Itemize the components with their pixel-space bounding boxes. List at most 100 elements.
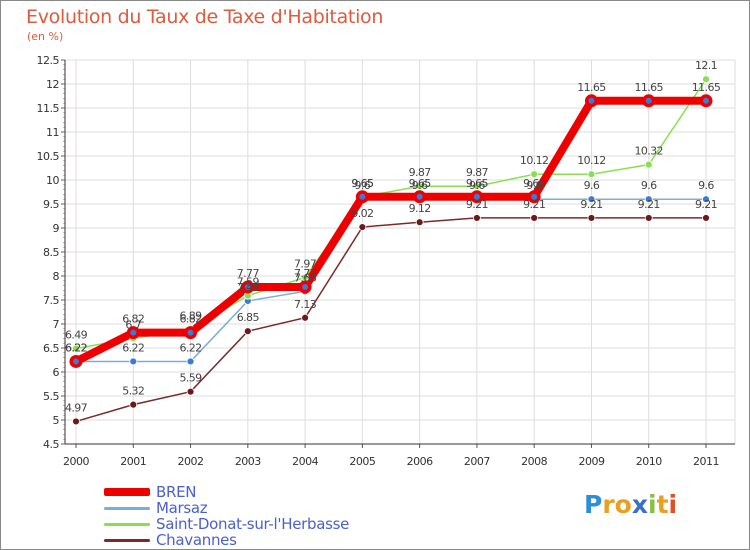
logo-letter: x [631,490,648,519]
data-label: 9.21 [695,198,717,211]
data-label: 6.85 [237,311,260,324]
data-point [644,160,653,169]
data-label: 6.22 [65,341,87,354]
data-point [473,214,481,222]
data-point [186,357,195,366]
legend-item-saint-donat: Saint-Donat-sur-l'Herbasse [104,516,349,532]
legend-item-chavannes: Chavannes [104,532,349,548]
y-tick-label: 7.5 [43,294,59,307]
x-tick-label: 2001 [120,455,146,468]
x-tick-label: 2003 [235,455,261,468]
y-tick-label: 6 [53,366,60,379]
legend-label: Saint-Donat-sur-l'Herbasse [156,515,350,533]
data-point-core [645,97,652,104]
data-label: 10.12 [577,154,606,167]
y-tick-label: 12 [46,78,59,91]
data-point [415,182,424,191]
legend-swatch-marsaz [104,506,150,510]
unit-label: (en %) [27,30,64,43]
data-point [644,214,653,222]
data-point-core [302,284,309,291]
x-tick-label: 2007 [464,455,490,468]
data-point [301,313,309,322]
data-label: 9.6 [412,179,428,192]
data-label: 5.32 [122,385,144,398]
data-label: 11.65 [692,81,721,94]
data-point [72,344,80,353]
data-label: 6.22 [179,341,201,354]
data-point-core [703,97,709,104]
data-label: 9.65 [466,177,489,190]
logo-letter: i [648,490,657,519]
data-point-core [531,193,538,200]
data-point [358,223,367,231]
data-label: 4.97 [65,401,88,414]
series-line-marsaz [76,198,706,363]
y-tick-label: 4.5 [43,438,59,451]
legend-swatch-chavannes [104,538,150,542]
data-point [473,182,481,191]
logo-letter: o [614,490,632,519]
data-point-core [73,358,79,365]
x-tick-label: 2004 [292,455,318,468]
data-point [186,387,195,396]
data-label: 7.59 [237,276,260,289]
y-tick-label: 10.5 [37,150,60,163]
x-tick-label: 2011 [693,455,719,468]
data-label: 6.82 [122,313,144,326]
data-point [587,170,596,179]
x-tick-label: 2005 [349,455,375,468]
y-tick-label: 8.5 [43,246,59,259]
y-tick-label: 5.5 [43,390,59,403]
data-point-core [187,329,194,336]
x-tick-label: 2000 [63,455,89,468]
y-tick-label: 11 [46,126,59,139]
series-line-chavannes [75,217,706,423]
data-label: 9.21 [466,198,488,211]
x-tick-label: 2010 [636,455,662,468]
data-label: 5.59 [179,372,202,385]
logo-letter: P [584,490,603,519]
logo-letter: t [656,490,669,519]
data-label: 9.6 [698,179,714,192]
x-tick-label: 2008 [521,455,547,468]
data-label: 12.1 [695,59,717,72]
data-point-core [416,193,423,200]
data-point [587,195,596,204]
data-label: 6.22 [122,341,144,354]
data-point [587,214,596,222]
data-point [530,214,539,222]
data-label: 9.6 [355,179,371,192]
y-tick-label: 7 [53,318,60,331]
series-line-bren [74,96,706,366]
data-label: 9.6 [526,179,542,192]
data-label: 6.82 [179,313,201,326]
data-label: 7.77 [237,267,260,280]
data-label: 9.65 [351,177,374,190]
data-label: 9.65 [523,177,546,190]
data-label: 9.65 [351,177,374,190]
data-label: 9.6 [584,179,600,192]
chart-title: Evolution du Taux de Taxe d'Habitation [26,6,384,28]
data-point [243,327,252,336]
proxiti-logo: Proxiti [584,490,677,519]
data-label: 9.12 [409,202,431,215]
series-line-saint-donat-sur-l-herbasse [75,78,707,350]
data-point [702,195,710,204]
data-label: 9.87 [409,166,432,179]
y-tick-label: 11.5 [37,102,60,115]
x-tick-label: 2009 [578,455,604,468]
data-label: 9.21 [580,198,602,211]
legend-item-bren: BREN [104,484,349,500]
legend-label: Marsaz [156,499,208,517]
data-point-core [244,284,251,291]
logo-letter: r [602,490,615,519]
data-label: 6.22 [65,341,87,354]
x-tick-label: 2006 [407,455,433,468]
data-label: 9.21 [638,198,660,211]
data-point-core [130,329,137,336]
data-label: 10.12 [520,154,549,167]
data-label: 9.6 [469,179,485,192]
data-point [415,218,424,227]
